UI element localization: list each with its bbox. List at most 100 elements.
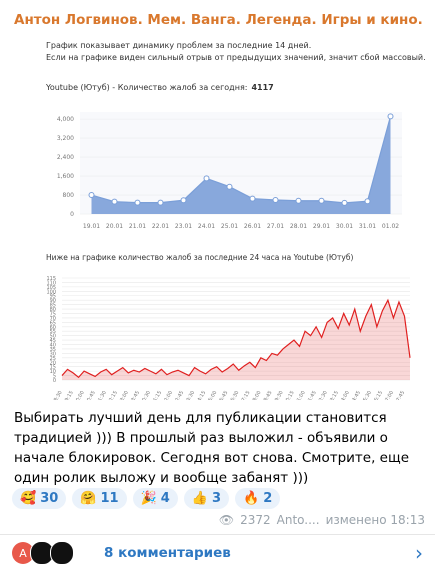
y-tick-label: 85	[50, 303, 56, 309]
post-image: График показывает динамику проблем за по…	[0, 34, 435, 400]
x-tick-label: 05:00	[206, 390, 218, 400]
x-tick-label: 03:30	[184, 390, 196, 400]
x-tick-label: 14:00	[339, 390, 351, 400]
y-tick-label: 105	[46, 285, 56, 291]
point	[387, 113, 394, 120]
y-tick-label: 60	[50, 325, 56, 331]
x-tick-label: 17:45	[394, 390, 406, 400]
x-tick-label: 08:45	[261, 390, 273, 400]
x-tick-label: 20:45	[84, 390, 96, 400]
reaction[interactable]: 🔥 2	[235, 488, 281, 509]
y-tick-label: 0	[53, 378, 56, 384]
meta: 👁 2372 Anto.... изменено 18:13	[219, 513, 425, 527]
x-tick-label: 19:15	[62, 390, 74, 400]
x-tick-label: 20.01	[106, 223, 123, 230]
point	[249, 195, 256, 202]
x-tick-label: 19.01	[83, 223, 100, 230]
reaction-emoji: 🥰	[20, 491, 37, 506]
x-tick-label: 30.01	[336, 223, 353, 230]
views-icon: 👁	[218, 513, 235, 527]
y-tick-label: 40	[50, 343, 56, 349]
y-tick-label: 0	[70, 211, 74, 218]
x-tick-label: 07:15	[239, 390, 251, 400]
x-tick-label: 10:15	[283, 390, 295, 400]
x-tick-label: 25.01	[221, 223, 238, 230]
y-tick-label: 4,000	[57, 116, 74, 123]
point	[111, 198, 118, 205]
reaction[interactable]: 🥰 30	[12, 488, 67, 509]
note: График показывает динамику проблем за по…	[46, 41, 311, 50]
x-tick-label: 06:30	[228, 390, 240, 400]
y-tick-label: 15	[50, 365, 56, 371]
x-tick-label: 12:30	[316, 390, 328, 400]
chart-title-value: 4117	[251, 83, 273, 92]
avatar: А	[12, 542, 34, 564]
y-tick-label: 90	[50, 298, 56, 304]
comments-button[interactable]: А 8 комментариев ›	[12, 540, 423, 566]
reaction-count: 2	[263, 491, 273, 506]
point	[226, 183, 233, 190]
y-tick-label: 50	[50, 334, 56, 340]
avatar	[50, 541, 74, 565]
author: Anto....	[276, 513, 320, 527]
edited: изменено 18:13	[325, 513, 425, 527]
x-tick-label: 20:00	[73, 390, 85, 400]
line	[61, 298, 411, 379]
x-tick-label: 11:45	[305, 390, 317, 400]
y-tick-label: 800	[63, 192, 75, 199]
chevron: ›	[415, 541, 423, 565]
y-tick-label: 75	[50, 311, 56, 317]
chart-title: Ниже на графике количество жалоб за посл…	[46, 253, 353, 262]
channel-title[interactable]: Антон Логвинов. Мем. Ванга. Легенда. Игр…	[14, 12, 423, 28]
note: Если на графике виден сильный отрыв от п…	[46, 53, 426, 62]
point	[272, 197, 279, 204]
area	[91, 116, 391, 214]
x-tick-label: 01:15	[151, 390, 163, 400]
point	[318, 197, 325, 204]
point	[364, 198, 371, 205]
reaction-count: 3	[211, 491, 222, 506]
x-tick-label: 14:45	[350, 390, 362, 400]
point	[134, 199, 141, 206]
y-tick-label: 3,200	[57, 135, 74, 142]
y-tick-label: 95	[50, 294, 56, 300]
reaction[interactable]: 👍 3	[183, 488, 230, 509]
x-tick-label: 24.01	[198, 223, 215, 230]
y-tick-label: 1,600	[57, 173, 74, 180]
x-tick-label: 02:45	[173, 390, 185, 400]
x-tick-label: 09:30	[272, 390, 284, 400]
reaction-emoji: 🤗	[80, 491, 97, 506]
y-tick-label: 70	[50, 316, 56, 322]
y-tick-label: 100	[46, 289, 56, 295]
x-tick-label: 01.02	[382, 223, 399, 230]
y-tick-label: 30	[50, 351, 56, 357]
y-tick-label: 25	[50, 356, 56, 362]
x-tick-label: 29.01	[313, 223, 330, 230]
reaction-count: 4	[160, 491, 170, 506]
x-tick-label: 13:15	[328, 390, 340, 400]
reaction-count: 11	[100, 491, 119, 506]
x-tick-label: 22.01	[152, 223, 169, 230]
chart-title-text: Youtube (Ютуб) - Количество жалоб за сег…	[45, 83, 247, 92]
y-tick-label: 110	[46, 280, 56, 286]
image-bg	[0, 34, 435, 400]
reaction-count: 30	[40, 491, 59, 506]
area	[62, 300, 410, 380]
x-tick-label: 23:00	[118, 390, 130, 400]
y-tick-label: 80	[50, 307, 56, 313]
y-tick-label: 20	[50, 360, 56, 366]
x-tick-label: 15:30	[361, 390, 373, 400]
reaction-emoji: 🎉	[140, 491, 157, 506]
point	[203, 175, 210, 182]
x-tick-label: 31.01	[359, 223, 376, 230]
x-tick-label: 11:00	[294, 390, 306, 400]
reaction[interactable]: 🎉 4	[132, 488, 178, 509]
y-tick-label: 2,400	[57, 154, 74, 161]
reaction-emoji: 👍	[191, 491, 208, 506]
y-tick-label: 45	[50, 338, 56, 344]
x-tick-label: 05:45	[217, 390, 229, 400]
y-tick-label: 115	[46, 276, 56, 282]
reaction-emoji: 🔥	[243, 491, 260, 506]
reaction[interactable]: 🤗 11	[72, 488, 127, 509]
message-text: Выбирать лучший день для публикации стан…	[14, 410, 410, 486]
